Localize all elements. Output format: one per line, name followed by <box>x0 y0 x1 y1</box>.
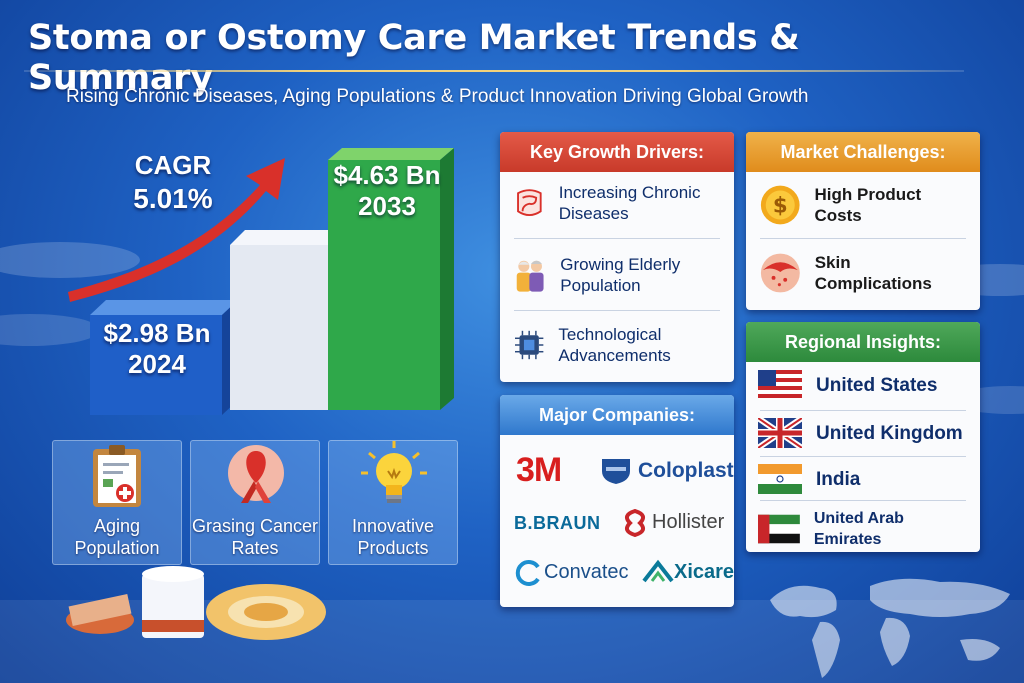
cagr-callout: CAGR 5.01% <box>118 150 228 215</box>
challenge-label: High Product Costs <box>814 185 922 225</box>
panel-heading: Market Challenges: <box>746 132 980 172</box>
logo-3m: 3M <box>516 451 562 489</box>
logo-coloplast: Coloplast <box>638 459 734 482</box>
logo-bbraun: B.BRAUN <box>514 513 601 533</box>
svg-text:$: $ <box>773 194 788 219</box>
divider <box>760 410 966 411</box>
list-item: Growing Elderly Population <box>512 252 722 298</box>
logo-hollister: Hollister <box>652 511 725 533</box>
uae-flag-icon <box>758 514 800 544</box>
bar-2033 <box>328 148 454 410</box>
end-year: 2033 <box>358 191 416 221</box>
region-label: United Kingdom <box>816 422 963 444</box>
bar-2033-label: $4.63 Bn 2033 <box>322 160 452 222</box>
driver-label: Growing Elderly Population <box>560 255 681 295</box>
driver-label: Increasing Chronic Diseases <box>558 183 701 223</box>
list-item: United Kingdom <box>758 418 968 448</box>
lightbulb-icon <box>361 441 427 503</box>
hollister-mark-icon <box>624 509 646 537</box>
list-item: India <box>758 464 968 494</box>
factor-tile-innovation: Innovative Products <box>328 440 458 565</box>
panel-heading: Regional Insights: <box>746 322 980 362</box>
uk-flag-icon <box>758 418 802 448</box>
elderly-couple-icon <box>516 260 544 292</box>
shield-icon <box>602 459 630 484</box>
factor-tile-aging: Aging Population <box>52 440 182 565</box>
major-companies-panel: Major Companies: 3M Coloplast B.BRAUN Ho… <box>500 395 734 607</box>
convatec-mark-icon <box>515 560 540 586</box>
chip-icon <box>514 330 544 360</box>
divider <box>514 310 720 311</box>
factor-tile-cancer: Grasing Cancer Rates <box>190 440 320 565</box>
ribbon-icon <box>228 445 284 503</box>
logo-convatec: Convatec <box>544 561 629 583</box>
page-title: Stoma or Ostomy Care Market Trends & Sum… <box>28 18 800 98</box>
growth-drivers-panel: Key Growth Drivers: Increasing Chronic D… <box>500 132 734 382</box>
panel-heading: Key Growth Drivers: <box>500 132 734 172</box>
divider <box>514 238 720 239</box>
divider <box>760 456 966 457</box>
factor-tile-label: Aging Population <box>74 516 160 558</box>
region-label: United States <box>816 374 938 396</box>
region-label: United Arab Emirates <box>813 510 904 548</box>
region-label: India <box>816 468 861 490</box>
logo-xicare: Xicare <box>674 561 734 583</box>
divider <box>760 238 966 239</box>
world-map-icon <box>770 578 1010 678</box>
start-year: 2024 <box>128 349 186 379</box>
title-divider <box>24 70 964 72</box>
cagr-label: CAGR <box>134 150 212 180</box>
xicare-mark-icon <box>642 559 674 583</box>
us-flag-icon <box>758 370 802 400</box>
list-item: Technological Advancements <box>512 322 722 368</box>
challenge-label: Skin Complications <box>814 253 932 293</box>
bar-middle <box>230 230 345 410</box>
factor-tile-label: Grasing Cancer Rates <box>191 516 319 558</box>
start-value: $2.98 Bn <box>103 318 211 348</box>
divider <box>760 500 966 501</box>
growth-arrow-icon <box>68 158 285 302</box>
panel-heading: Major Companies: <box>500 395 734 435</box>
regional-insights-panel: Regional Insights: United States United … <box>746 322 980 552</box>
ostomy-products-icon <box>66 566 326 640</box>
list-item: United Arab Emirates <box>758 508 968 550</box>
clipboard-icon <box>93 445 141 507</box>
cagr-value: 5.01% <box>133 183 213 214</box>
dollar-coin-icon: $ <box>760 185 800 225</box>
list-item: Skin Complications <box>758 250 968 296</box>
india-flag-icon <box>758 464 802 494</box>
market-challenges-panel: Market Challenges: $ High Product Costs … <box>746 132 980 310</box>
factor-tile-label: Innovative Products <box>351 516 435 558</box>
page-subtitle: Rising Chronic Diseases, Aging Populatio… <box>66 86 809 107</box>
list-item: $ High Product Costs <box>758 182 968 228</box>
list-item: United States <box>758 370 968 400</box>
list-item: Increasing Chronic Diseases <box>512 180 722 226</box>
bar-2024-label: $2.98 Bn 2024 <box>92 318 222 380</box>
end-value: $4.63 Bn <box>333 160 441 190</box>
intestine-icon <box>517 189 542 217</box>
growth-bars <box>68 148 454 415</box>
skin-icon <box>760 253 800 293</box>
driver-label: Technological Advancements <box>558 325 671 365</box>
